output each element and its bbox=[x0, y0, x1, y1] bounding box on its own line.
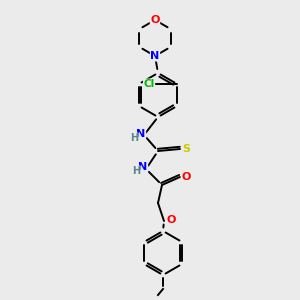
Text: H: H bbox=[132, 166, 140, 176]
Text: O: O bbox=[181, 172, 191, 182]
Text: N: N bbox=[150, 51, 160, 61]
Text: H: H bbox=[130, 133, 138, 143]
Text: Cl: Cl bbox=[143, 79, 155, 89]
Text: O: O bbox=[150, 15, 160, 25]
Text: S: S bbox=[182, 144, 190, 154]
Text: N: N bbox=[136, 129, 146, 139]
Text: O: O bbox=[166, 215, 176, 225]
Text: N: N bbox=[138, 162, 148, 172]
